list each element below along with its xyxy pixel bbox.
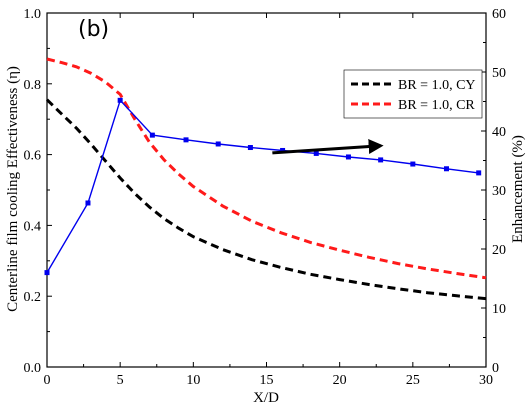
y-right-tick-label: 10 (492, 302, 506, 317)
right-y-axis: 0 10 20 30 40 50 60 (481, 7, 506, 376)
y-right-tick-label: 20 (492, 243, 506, 258)
axis-pointer-arrow (272, 139, 384, 155)
y-right-tick-label: 50 (492, 66, 506, 81)
y-right-tick-label: 30 (492, 184, 506, 199)
x-tick-label: 25 (406, 373, 420, 388)
enhancement-point (410, 161, 416, 167)
enhancement-point (149, 132, 155, 138)
x-tick-label: 5 (117, 373, 124, 388)
enhancement-point (476, 170, 482, 176)
right-y-axis-title: Enhancement (%) (510, 135, 526, 243)
y-left-tick-label: 0.8 (24, 78, 42, 93)
x-tick-label: 20 (333, 373, 347, 388)
legend-label-cr: BR = 1.0, CR (398, 98, 475, 113)
legend: BR = 1.0, CY BR = 1.0, CR (343, 69, 483, 119)
x-tick-label: 30 (479, 373, 493, 388)
enhancement-point (247, 145, 253, 151)
y-left-tick-label: 0.6 (24, 149, 42, 164)
legend-label-cy: BR = 1.0, CY (398, 78, 476, 93)
series-line-enhancement (46, 98, 479, 273)
enhancement-point (183, 137, 189, 143)
series-layer (44, 57, 487, 301)
x-axis: 0 5 10 15 20 25 30 (44, 13, 493, 388)
enhancement-point (85, 200, 91, 206)
plot-frame (46, 12, 487, 368)
enhancement-point (345, 154, 351, 160)
x-tick-label: 15 (260, 373, 274, 388)
y-right-tick-label: 0 (492, 361, 499, 376)
y-left-tick-label: 1.0 (24, 7, 42, 22)
left-y-axis: 0.0 0.2 0.4 0.6 0.8 1.0 (24, 7, 52, 376)
plot-area-border (46, 12, 487, 368)
y-left-tick-label: 0.2 (24, 290, 42, 305)
x-tick-label: 10 (186, 373, 200, 388)
legend-box (343, 69, 483, 119)
x-tick-label: 0 (44, 373, 51, 388)
enhancement-point (44, 270, 50, 276)
y-right-tick-label: 60 (492, 7, 506, 22)
enhancement-point (313, 150, 319, 156)
enhancement-point (215, 141, 221, 147)
annotation-layer (272, 139, 384, 155)
y-left-tick-label: 0.0 (24, 361, 42, 376)
series-line-cy (45, 98, 487, 301)
left-y-axis-title: Centerline film cooling Effectiveness (η… (5, 66, 21, 312)
y-right-tick-label: 40 (492, 125, 506, 140)
enhancement-point (280, 147, 286, 153)
enhancement-point (117, 97, 123, 103)
panel-label: (b) (78, 17, 109, 42)
series-line-cr (46, 57, 487, 280)
enhancement-point (443, 166, 449, 172)
enhancement-point (378, 157, 384, 163)
x-axis-title: X/D (253, 390, 279, 406)
y-left-tick-label: 0.4 (24, 219, 42, 234)
